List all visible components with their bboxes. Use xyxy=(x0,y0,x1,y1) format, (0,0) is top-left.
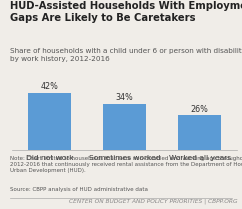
Text: Source: CBPP analysis of HUD administrative data: Source: CBPP analysis of HUD administrat… xyxy=(10,187,148,192)
Bar xyxy=(28,93,71,150)
Text: 34%: 34% xyxy=(116,93,134,102)
Text: HUD-Assisted Households With Employment
Gaps Are Likely to Be Caretakers: HUD-Assisted Households With Employment … xyxy=(10,1,242,23)
Bar xyxy=(103,104,146,150)
Text: Note: Chart limited to households that were non-disabled and working age through: Note: Chart limited to households that w… xyxy=(10,156,242,173)
Text: 42%: 42% xyxy=(41,82,59,92)
Bar xyxy=(178,115,221,150)
Text: CENTER ON BUDGET AND POLICY PRIORITIES | CBPP.ORG: CENTER ON BUDGET AND POLICY PRIORITIES |… xyxy=(69,198,237,204)
Text: Share of households with a child under 6 or person with disability,
by work hist: Share of households with a child under 6… xyxy=(10,48,242,62)
Text: 26%: 26% xyxy=(191,104,209,113)
